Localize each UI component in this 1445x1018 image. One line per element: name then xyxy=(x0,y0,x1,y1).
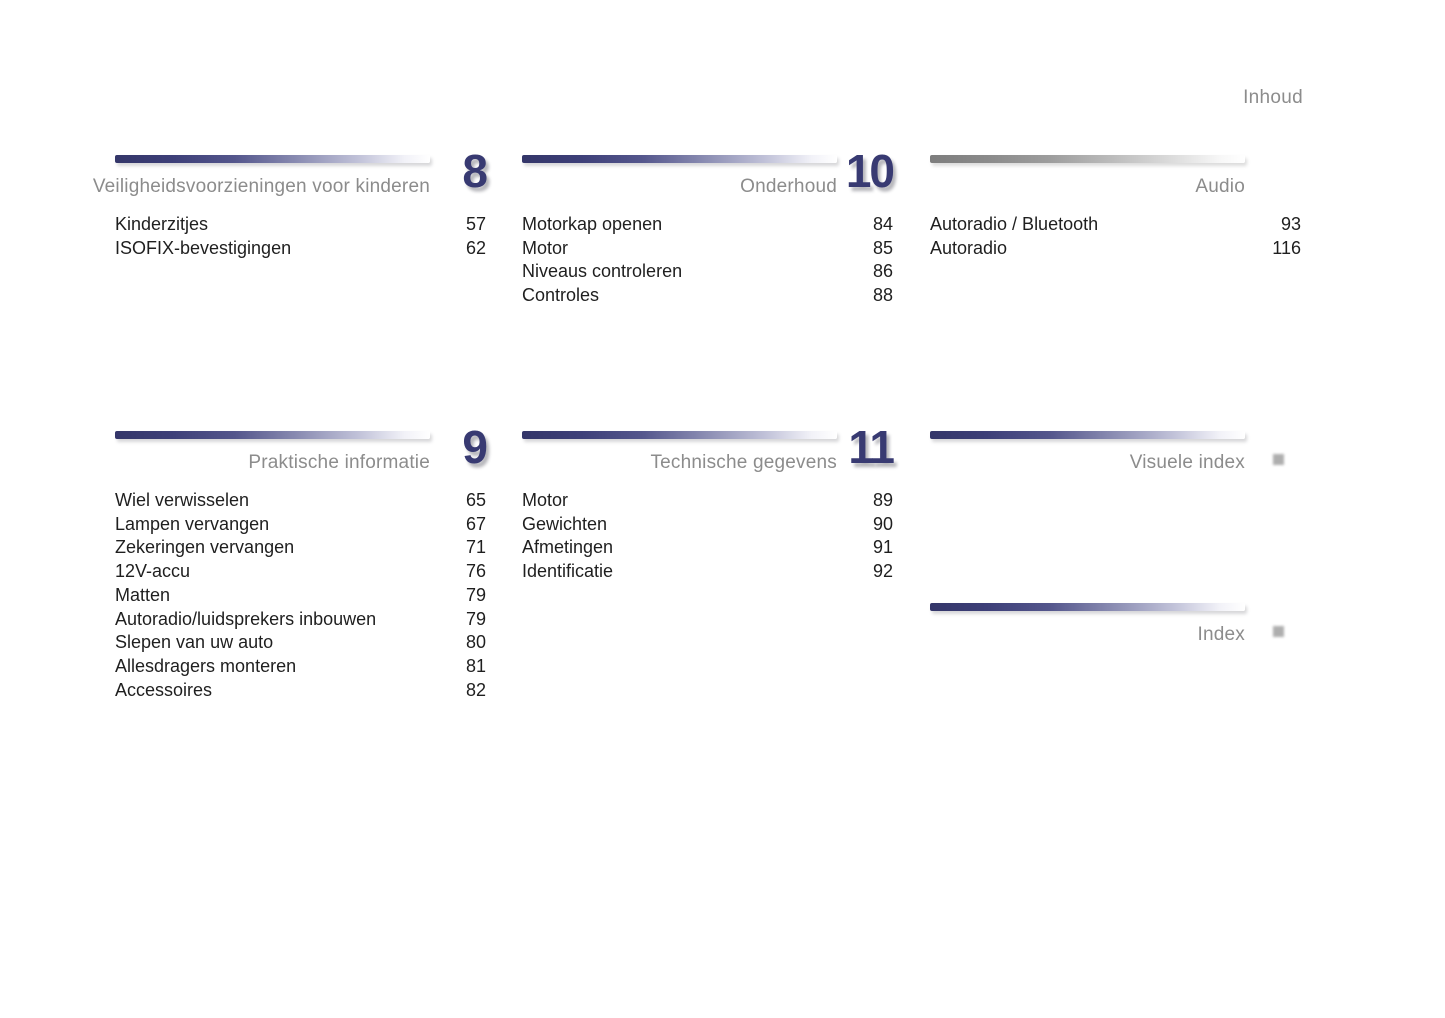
toc-entry: 12V-accu 76 xyxy=(115,560,486,584)
toc-entry: Motor 85 xyxy=(522,237,893,261)
toc-entry-label: Matten xyxy=(115,584,171,605)
toc-entry-page: 82 xyxy=(465,679,486,700)
section-entries: Motor 89 Gewichten 90 Afmetingen 91 Iden… xyxy=(522,489,893,584)
section-title: Visuele index xyxy=(1129,452,1245,473)
section-gradient-bar xyxy=(930,431,1245,439)
toc-entry: Autoradio / Bluetooth 93 xyxy=(930,213,1301,237)
toc-entry-label: Allesdragers monteren xyxy=(115,655,297,676)
section-entries: Autoradio / Bluetooth 93 Autoradio 116 xyxy=(930,213,1301,260)
section-title: Index xyxy=(1197,624,1245,645)
toc-entry-label: Controles xyxy=(522,285,600,306)
toc-entry-label: Kinderzitjes xyxy=(115,214,209,234)
toc-entry: Identificatie 92 xyxy=(522,560,893,584)
toc-entry-label: Autoradio/luidsprekers inbouwen xyxy=(115,608,377,629)
section-title: Audio xyxy=(1195,176,1245,197)
toc-entry: Slepen van uw auto 80 xyxy=(115,631,486,655)
toc-entry: Autoradio/luidsprekers inbouwen 79 xyxy=(115,608,486,632)
section-child-safety: 8 Veiligheidsvoorzieningen voor kinderen… xyxy=(93,148,488,260)
toc-entry-label: Wiel verwisselen xyxy=(115,490,250,510)
toc-entry-label: Niveaus controleren xyxy=(522,261,683,282)
section-entries: Wiel verwisselen 65 Lampen vervangen 67 … xyxy=(115,489,486,702)
toc-entry-label: Gewichten xyxy=(522,513,608,534)
toc-entry: Autoradio 116 xyxy=(930,237,1301,261)
section-index: Index xyxy=(930,603,1301,645)
section-gradient-bar xyxy=(115,431,430,439)
section-audio: Audio Autoradio / Bluetooth 93 Autoradio… xyxy=(930,155,1301,260)
section-entries: Motorkap openen 84 Motor 85 Niveaus cont… xyxy=(522,213,893,308)
toc-entry-page: 86 xyxy=(872,261,893,282)
toc-entry-page: 67 xyxy=(465,513,486,534)
section-gradient-bar xyxy=(115,155,430,163)
toc-entry-page: 65 xyxy=(465,490,486,510)
section-number: 8 xyxy=(462,145,488,197)
toc-entry: Gewichten 90 xyxy=(522,513,893,537)
section-gradient-bar xyxy=(930,155,1245,163)
section-title: Technische gegevens xyxy=(650,452,837,473)
toc-entry: Afmetingen 91 xyxy=(522,536,893,560)
toc-entry-page: 89 xyxy=(872,490,893,510)
section-number: 11 xyxy=(848,421,895,473)
page-corner-label: Inhoud xyxy=(1243,87,1303,108)
toc-entry: Lampen vervangen 67 xyxy=(115,513,486,537)
toc-entry: Niveaus controleren 86 xyxy=(522,260,893,284)
toc-entry-page: 76 xyxy=(465,561,486,582)
toc-entry-page: 85 xyxy=(872,237,893,258)
section-visual-index: Visuele index xyxy=(930,431,1301,473)
toc-entry-page: 71 xyxy=(465,537,486,558)
toc-entry: Controles 88 xyxy=(522,284,893,308)
index-thumbnail-icon xyxy=(1273,626,1284,637)
toc-entry: Motor 89 xyxy=(522,489,893,513)
toc-entry-label: 12V-accu xyxy=(115,561,191,582)
toc-entry-label: Motorkap openen xyxy=(522,214,663,234)
toc-entry-label: Slepen van uw auto xyxy=(115,632,274,653)
toc-entry: Allesdragers monteren 81 xyxy=(115,655,486,679)
toc-entry-page: 93 xyxy=(1280,214,1301,234)
toc-entry-label: Motor xyxy=(522,237,569,258)
toc-entry: Accessoires 82 xyxy=(115,679,486,703)
visual-index-thumbnail-icon xyxy=(1273,454,1284,465)
toc-entry-label: Motor xyxy=(522,490,569,510)
toc-entry-label: Zekeringen vervangen xyxy=(115,537,295,558)
toc-entry-page: 88 xyxy=(872,285,893,306)
section-practical-info: 9 Praktische informatie Wiel verwisselen… xyxy=(115,424,488,702)
toc-entry-label: ISOFIX-bevestigingen xyxy=(115,237,292,258)
section-number: 10 xyxy=(845,145,895,197)
toc-entry: Matten 79 xyxy=(115,584,486,608)
section-title: Praktische informatie xyxy=(248,452,430,473)
section-gradient-bar xyxy=(522,155,837,163)
section-title: Onderhoud xyxy=(740,176,837,197)
toc-entry: Wiel verwisselen 65 xyxy=(115,489,486,513)
section-technical-data: 11 Technische gegevens Motor 89 Gewichte… xyxy=(522,424,895,584)
toc-entry-page: 80 xyxy=(465,632,486,653)
section-maintenance: 10 Onderhoud Motorkap openen 84 Motor 85… xyxy=(522,148,895,308)
toc-entry-label: Autoradio / Bluetooth xyxy=(930,214,1099,234)
toc-entry: Motorkap openen 84 xyxy=(522,213,893,237)
toc-entry-page: 57 xyxy=(465,214,486,234)
toc-entry: Kinderzitjes 57 xyxy=(115,213,486,237)
toc-entry: Zekeringen vervangen 71 xyxy=(115,536,486,560)
toc-entry-label: Accessoires xyxy=(115,679,213,700)
section-number: 9 xyxy=(462,421,488,473)
toc-entry-page: 92 xyxy=(872,561,893,582)
toc-entry-label: Identificatie xyxy=(522,561,614,582)
toc-entry-page: 84 xyxy=(872,214,893,234)
toc-entry-page: 90 xyxy=(872,513,893,534)
toc-entry: ISOFIX-bevestigingen 62 xyxy=(115,237,486,261)
section-gradient-bar xyxy=(522,431,837,439)
toc-entry-page: 79 xyxy=(465,584,486,605)
toc-entry-page: 116 xyxy=(1272,237,1301,258)
toc-entry-label: Lampen vervangen xyxy=(115,513,270,534)
toc-entry-page: 91 xyxy=(872,537,893,558)
section-title: Veiligheidsvoorzieningen voor kinderen xyxy=(92,176,430,197)
toc-entry-label: Afmetingen xyxy=(522,537,614,558)
toc-entry-label: Autoradio xyxy=(930,237,1008,258)
toc-entry-page: 79 xyxy=(465,608,486,629)
toc-entry-page: 81 xyxy=(465,655,486,676)
toc-entry-page: 62 xyxy=(465,237,486,258)
section-gradient-bar xyxy=(930,603,1245,611)
section-entries: Kinderzitjes 57 ISOFIX-bevestigingen 62 xyxy=(115,213,486,260)
